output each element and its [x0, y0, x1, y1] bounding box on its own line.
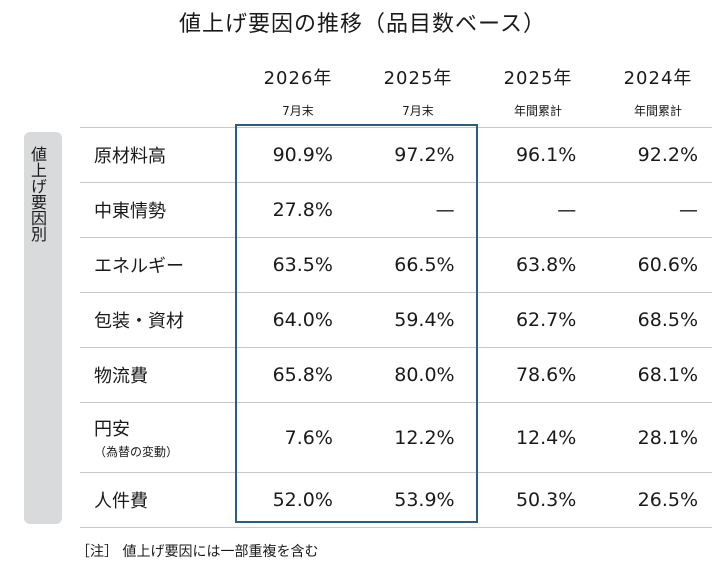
table-row: 包装・資材 64.0% 59.4% 62.7% 68.5% — [80, 292, 712, 348]
cell-value: 68.1% — [590, 347, 712, 403]
row-label: 原材料高 — [80, 127, 226, 183]
column-year: 2024年 — [623, 68, 693, 89]
cell-value: 62.7% — [468, 292, 591, 348]
column-year: 2026年 — [263, 68, 333, 89]
cell-value: 63.5% — [225, 237, 347, 293]
sidebar-label: 値上げ要因別 — [28, 146, 47, 242]
category-sidebar — [24, 132, 62, 524]
column-header-2024-total: 2024年 年間累計 — [598, 64, 718, 119]
cell-value: 90.9% — [225, 127, 347, 183]
cell-value: 80.0% — [346, 347, 469, 403]
cell-value: — — [346, 182, 469, 238]
column-header-2025-jul: 2025年 7月末 — [358, 64, 478, 119]
cell-value: 53.9% — [346, 472, 469, 528]
cell-value: 26.5% — [590, 472, 712, 528]
cell-value: 7.6% — [225, 402, 347, 473]
row-label: 中東情勢 — [80, 182, 226, 238]
table-row: 人件費 52.0% 53.9% 50.3% 26.5% — [80, 472, 712, 528]
table-row: 物流費 65.8% 80.0% 78.6% 68.1% — [80, 347, 712, 403]
data-table: 原材料高 90.9% 97.2% 96.1% 92.2% 中東情勢 27.8% … — [80, 127, 712, 528]
cell-value: 60.6% — [590, 237, 712, 293]
cell-value: 96.1% — [468, 127, 591, 183]
row-label: 人件費 — [80, 472, 226, 528]
cell-value: 78.6% — [468, 347, 591, 403]
cell-value: 64.0% — [225, 292, 347, 348]
cell-value: 52.0% — [225, 472, 347, 528]
column-sub: 7月末 — [402, 104, 434, 118]
column-sub: 7月末 — [282, 104, 314, 118]
cell-value: 63.8% — [468, 237, 591, 293]
cell-value: 12.4% — [468, 402, 591, 473]
table-row: 円安 （為替の変動） 7.6% 12.2% 12.4% 28.1% — [80, 402, 712, 473]
column-year: 2025年 — [383, 68, 453, 89]
row-label: 包装・資材 — [80, 292, 226, 348]
column-year: 2025年 — [503, 68, 573, 89]
column-header-2025-total: 2025年 年間累計 — [478, 64, 598, 119]
table-row: 原材料高 90.9% 97.2% 96.1% 92.2% — [80, 127, 712, 183]
cell-value: 68.5% — [590, 292, 712, 348]
cell-value: — — [468, 182, 591, 238]
cell-value: 27.8% — [225, 182, 347, 238]
table-row: エネルギー 63.5% 66.5% 63.8% 60.6% — [80, 237, 712, 293]
cell-value: 50.3% — [468, 472, 591, 528]
column-sub: 年間累計 — [513, 104, 562, 118]
page-title: 値上げ要因の推移（品目数ベース） — [179, 12, 546, 37]
cell-value: 97.2% — [346, 127, 469, 183]
cell-value: 12.2% — [346, 402, 469, 473]
table-row: 中東情勢 27.8% — — — — [80, 182, 712, 238]
row-label: 物流費 — [80, 347, 226, 403]
cell-value: — — [590, 182, 712, 238]
footnote: ［注］ 値上げ要因には一部重複を含む — [76, 544, 319, 560]
cell-value: 59.4% — [346, 292, 469, 348]
row-label: エネルギー — [80, 237, 226, 293]
row-note: （為替の変動） — [94, 445, 179, 459]
cell-value: 66.5% — [346, 237, 469, 293]
cell-value: 28.1% — [590, 402, 712, 473]
column-sub: 年間累計 — [633, 104, 682, 118]
row-label: 円安 （為替の変動） — [80, 402, 226, 473]
cell-value: 92.2% — [590, 127, 712, 183]
cell-value: 65.8% — [225, 347, 347, 403]
column-header-2026-jul: 2026年 7月末 — [238, 64, 358, 119]
